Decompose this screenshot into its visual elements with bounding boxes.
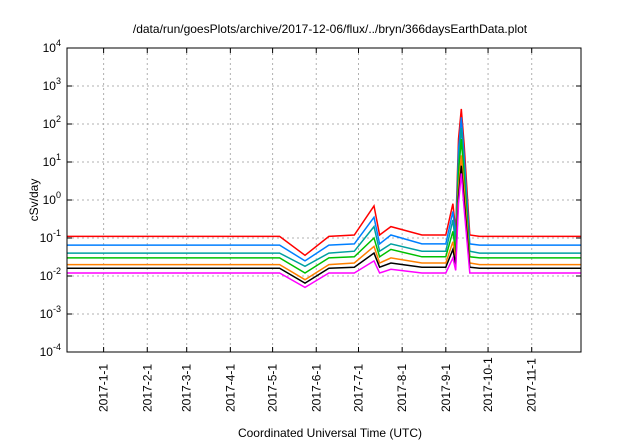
x-tick-label: 2017-5-1: [266, 364, 280, 412]
plot-frame: [66, 47, 582, 353]
x-tick-label: 2017-6-1: [309, 364, 323, 412]
x-tick-label: 2017-1-1: [97, 364, 111, 412]
y-tick-label: 10-1: [40, 228, 61, 245]
y-tick-label: 10-3: [40, 304, 61, 321]
series-line: [67, 117, 581, 262]
y-tick-label: 10-4: [40, 342, 61, 359]
series-line: [67, 165, 581, 284]
x-tick-label: 2017-8-1: [395, 364, 409, 412]
chart-title: /data/run/goesPlots/archive/2017-12-06/f…: [133, 22, 528, 36]
series-layer: [67, 108, 581, 289]
x-tick-label: 2017-10-1: [481, 357, 495, 412]
series-line: [67, 108, 581, 257]
series-line: [67, 127, 581, 268]
x-tick-label: 2017-9-1: [439, 364, 453, 412]
y-tick-label: 100: [43, 190, 61, 207]
x-tick-label: 2017-4-1: [223, 364, 237, 412]
grid: [67, 47, 581, 353]
y-tick-label: 102: [43, 114, 61, 131]
x-tick-label: 2017-7-1: [352, 364, 366, 412]
y-tick-label: 103: [43, 76, 61, 93]
x-tick-label: 2017-3-1: [180, 364, 194, 412]
y-axis-label: cSv/day: [27, 179, 41, 222]
series-line: [67, 155, 581, 281]
series-line: [67, 173, 581, 289]
x-tick-label: 2017-2-1: [140, 364, 154, 412]
y-tick-label: 10-2: [40, 266, 61, 283]
x-axis-label: Coordinated Universal Time (UTC): [238, 426, 422, 440]
y-tick-label: 101: [43, 152, 61, 169]
ticks: 10-4 10-3 10-2 10-1 100 101 102 103 104 2017-1-1 2…: [40, 38, 581, 412]
series-line: [67, 139, 581, 274]
y-tick-label: 104: [43, 38, 61, 55]
x-tick-label: 2017-11-1: [525, 358, 539, 412]
